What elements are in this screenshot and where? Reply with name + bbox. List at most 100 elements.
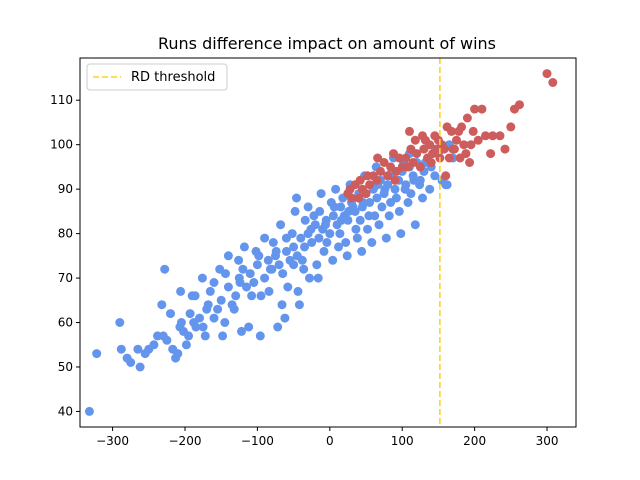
x-tick-label: −100 (241, 434, 274, 448)
data-point (135, 362, 145, 372)
data-point (462, 113, 472, 123)
data-point (252, 260, 262, 270)
data-point (256, 291, 266, 301)
data-point (506, 122, 516, 132)
y-tick-label: 110 (50, 93, 73, 107)
data-point (488, 131, 498, 141)
data-point (245, 269, 255, 279)
legend: RD threshold (86, 63, 228, 91)
data-point (254, 251, 264, 261)
data-point (322, 238, 332, 247)
data-point (383, 171, 393, 181)
legend-box (86, 63, 228, 91)
data-point (290, 206, 300, 216)
data-point (277, 300, 287, 310)
data-point (260, 273, 270, 283)
y-tick-label: 90 (58, 182, 73, 196)
data-point (372, 193, 382, 203)
data-point (198, 322, 208, 332)
data-point (314, 233, 324, 243)
data-point (473, 135, 483, 145)
data-point (273, 322, 283, 332)
data-point (374, 220, 384, 230)
data-point (249, 278, 259, 287)
data-point (341, 238, 351, 247)
data-point (426, 158, 436, 167)
y-tick-label: 60 (58, 316, 73, 330)
data-point (319, 246, 329, 256)
data-point (126, 358, 136, 367)
data-point (321, 220, 330, 230)
x-tick-label: 100 (391, 434, 414, 448)
data-point (381, 233, 391, 243)
data-point (305, 273, 314, 283)
data-point (403, 162, 413, 172)
data-point (191, 322, 201, 332)
data-point (470, 104, 480, 114)
data-point (234, 255, 244, 265)
y-tick-label: 70 (58, 271, 73, 285)
data-point (268, 238, 278, 247)
y-tick-label: 50 (58, 360, 73, 374)
data-point (363, 171, 372, 181)
data-point (176, 318, 186, 327)
data-point (363, 224, 372, 234)
y-tick-label: 80 (58, 227, 73, 241)
data-point (365, 180, 375, 190)
data-point (481, 131, 490, 141)
data-point (263, 255, 273, 265)
points-layer (84, 69, 558, 416)
data-point (195, 313, 204, 323)
data-point (265, 264, 275, 274)
data-point (274, 260, 284, 270)
data-point (500, 144, 510, 154)
data-point (384, 211, 394, 221)
data-point (365, 198, 375, 207)
data-point (477, 104, 487, 114)
data-point (342, 251, 352, 261)
data-point (390, 184, 400, 194)
data-point (459, 140, 469, 150)
data-point (283, 282, 293, 292)
data-point (328, 211, 338, 221)
data-point (289, 242, 299, 252)
data-point (242, 282, 251, 292)
data-point (116, 344, 126, 354)
data-point (403, 198, 413, 207)
data-point (343, 215, 353, 225)
data-point (173, 349, 183, 359)
data-point (293, 286, 303, 296)
data-point (442, 122, 452, 132)
data-point (209, 278, 219, 287)
data-point (296, 233, 306, 243)
data-point (409, 175, 419, 185)
data-point (542, 69, 552, 79)
data-point (394, 206, 404, 216)
x-tick-label: −200 (169, 434, 202, 448)
data-point (203, 300, 213, 310)
data-point (344, 206, 354, 216)
data-point (452, 135, 461, 145)
data-point (336, 215, 346, 225)
data-point (401, 153, 411, 163)
data-point (351, 224, 361, 234)
data-point (357, 184, 367, 194)
data-point (181, 340, 191, 350)
data-point (510, 104, 519, 114)
data-point (396, 229, 406, 239)
data-point (223, 251, 233, 261)
data-point (260, 233, 270, 243)
data-point (331, 184, 341, 194)
data-point (454, 126, 464, 136)
data-point (461, 149, 471, 159)
data-point (281, 246, 291, 256)
data-point (300, 215, 310, 225)
data-point (379, 158, 389, 167)
data-point (442, 180, 452, 190)
data-point (486, 149, 496, 159)
data-point (115, 318, 125, 327)
data-point (280, 313, 290, 323)
data-point (400, 184, 410, 194)
legend-threshold-label: RD threshold (131, 70, 215, 85)
data-point (239, 242, 249, 252)
